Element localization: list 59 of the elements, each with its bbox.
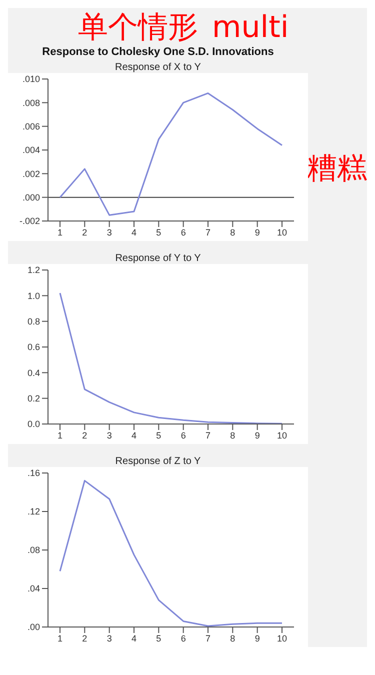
text: 单个情形	[78, 8, 198, 46]
line-series	[59, 292, 283, 424]
x-tick-label: 7	[205, 633, 211, 644]
y-tick-label: .008	[22, 98, 40, 108]
x-tick-label: 8	[230, 227, 236, 238]
x-tick-label: 7	[205, 430, 211, 440]
x-tick-label: 1	[57, 633, 63, 644]
y-tick-label: 0.2	[27, 394, 40, 404]
x-tick-label: 4	[131, 633, 137, 644]
x-tick-label: 10	[276, 227, 288, 238]
y-tick-label: 0.0	[27, 419, 40, 430]
x-tick-label: 2	[82, 633, 88, 644]
x-tick-label: 10	[276, 430, 288, 440]
chart-title: Response of Z to Y	[114, 456, 202, 467]
y-tick-label: 0.4	[27, 368, 40, 378]
x-tick-label: 6	[180, 430, 186, 440]
x-tick-label: 5	[156, 430, 162, 440]
x-tick-label: 2	[82, 430, 88, 440]
text: multi	[212, 10, 289, 44]
y-tick-label: .12	[27, 506, 40, 517]
x-tick-label: 8	[230, 633, 236, 644]
y-tick-label: 1.2	[27, 265, 40, 276]
y-tick-label: .00	[27, 622, 40, 632]
line-series	[59, 92, 283, 216]
x-tick-label: 3	[106, 430, 112, 440]
text: Response to Cholesky One S.D. Innovations	[41, 46, 275, 58]
x-tick-label: 1	[57, 430, 63, 440]
x-tick-label: 5	[156, 633, 162, 644]
x-tick-label: 9	[254, 633, 260, 644]
x-tick-label: 4	[131, 227, 137, 238]
y-tick-label: .006	[22, 122, 40, 132]
y-tick-label: .04	[27, 584, 40, 594]
line-series	[59, 480, 283, 627]
y-tick-label: -.002	[19, 216, 40, 226]
x-tick-label: 10	[276, 633, 288, 644]
x-tick-label: 2	[82, 227, 88, 238]
x-tick-label: 4	[131, 430, 137, 440]
y-tick-label: 0.6	[27, 342, 40, 352]
x-tick-label: 6	[180, 633, 186, 644]
y-tick-label: .010	[22, 74, 40, 84]
x-tick-label: 3	[106, 633, 112, 644]
x-tick-label: 7	[205, 227, 211, 238]
x-tick-label: 8	[230, 430, 236, 440]
x-tick-label: 1	[57, 227, 63, 238]
y-tick-label: 0.8	[27, 316, 40, 327]
y-tick-label: .002	[22, 168, 40, 179]
x-tick-label: 6	[180, 227, 186, 238]
x-tick-label: 5	[156, 227, 162, 238]
y-tick-label: 1.0	[27, 290, 40, 301]
x-tick-label: 3	[106, 227, 112, 238]
chart-title: Response of X to Y	[114, 62, 202, 73]
y-tick-label: .08	[27, 545, 40, 556]
chart-title: Response of Y to Y	[114, 253, 202, 264]
y-tick-label: .000	[22, 192, 40, 203]
text: 糟糕	[307, 150, 367, 188]
y-tick-label: .004	[22, 145, 40, 156]
x-tick-label: 9	[254, 430, 260, 440]
y-tick-label: .16	[27, 468, 40, 478]
x-tick-label: 9	[254, 227, 260, 238]
